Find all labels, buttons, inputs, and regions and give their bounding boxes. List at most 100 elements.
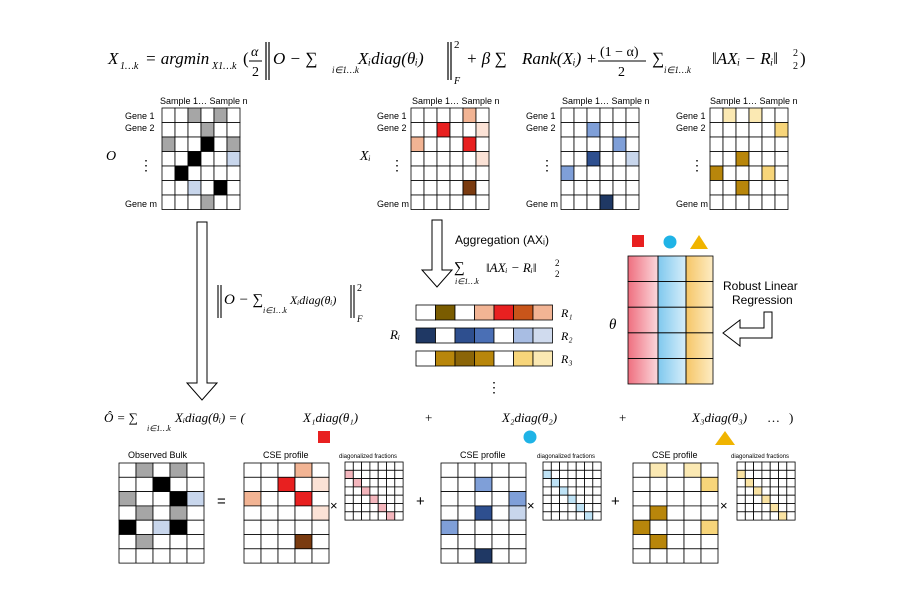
matrix-O [161,107,241,210]
matrix-cse1-cell [311,476,330,492]
matrix-diag2-cell [559,511,569,521]
matrix-X2-cell [586,136,601,152]
matrix-X3-cell [774,122,789,138]
matrix-O-cell [161,180,176,196]
r2-cell [513,327,534,344]
matrix-O-cell [187,107,202,123]
matrix-X1-cell [475,151,490,167]
eq-argmin: = argmin [145,49,209,68]
matrix-cse1-cell [277,548,296,564]
eq-sum3-sub: i∈1…k [664,65,692,75]
r1-cell [532,304,553,321]
theta-cell [685,357,714,385]
matrix-X2-cell [625,151,640,167]
matrix-cse1-cell [260,534,279,550]
matrix-X2-cell [599,107,614,123]
matrix-X3-cell [722,107,737,123]
matrix-bulk-cell [186,462,205,478]
eq-reg: ‖AXᵢ − Rᵢ‖ [712,49,778,68]
eq-norm-inner: O − ∑ [273,49,317,68]
matrix-diag1-cell [386,486,396,496]
matrix-cse2-cell [440,519,459,535]
matrix-diag1-cell [377,503,387,513]
matrix-cse1-cell [311,462,330,478]
matrix-X1-cell [475,180,490,196]
matrix-diag1-cell [352,494,362,504]
matrix-X2-cell [612,165,627,181]
matrix-X1-cell [449,136,464,152]
matrix-diag1-cell [344,461,354,471]
eq-sum3: ∑ [652,49,664,68]
matrix-diag3-cell [761,486,771,496]
matrix-X2-cell [612,107,627,123]
matrix-cse3-cell [700,505,719,521]
matrix-X1-cell [423,165,438,181]
matrix-O-cell [174,151,189,167]
matrix-diag1-cell [344,486,354,496]
vdots-X2: ⋮ [540,157,554,173]
matrix-diag2-cell [592,461,602,471]
times-1: × [330,498,338,513]
matrix-diag3-cell [736,494,746,504]
matrix-X1-cell [462,151,477,167]
matrix-X1-cell [475,165,490,181]
matrix-X2-cell [560,151,575,167]
matrix-cse-1 [243,462,330,564]
matrix-diag3-cell [761,494,771,504]
r-vdots: ⋮ [487,379,501,395]
matrix-cse2-cell [508,548,527,564]
matrix-X3-cell [748,165,763,181]
gene1-label-X3: Gene 1 [676,111,706,121]
matrix-cse3-cell [649,534,668,550]
times-2: × [527,498,535,513]
matrix-cse3-cell [700,491,719,507]
matrix-cse1-cell [294,534,313,550]
matrix-X2-cell [586,122,601,138]
r1-cell [493,304,514,321]
matrix-diag3-cell [744,478,754,488]
matrix-cse2-cell [508,505,527,521]
matrix-bulk-cell [152,534,171,550]
matrix-O-cell [200,151,215,167]
matrix-diag1-cell [369,503,379,513]
gene2-label-X2: Gene 2 [526,123,556,133]
matrix-cse3-cell [632,476,651,492]
matrix-diag2-cell [567,511,577,521]
matrix-O-cell [226,107,241,123]
matrix-diag1-cell [352,503,362,513]
matrix-diag3-cell [736,486,746,496]
robust-label-2: Regression [732,293,793,307]
Xi-label: Xᵢ [359,149,371,164]
ohat-plus1: + [425,410,432,425]
matrix-O-cell [161,194,176,210]
matrix-X2-cell [625,180,640,196]
eq-frac1-den: 2 [252,65,259,80]
matrix-cse2-cell [508,491,527,507]
matrix-X1-cell [436,151,451,167]
matrix-diag3-cell [786,503,796,513]
matrix-X2-cell [573,107,588,123]
Ri-label: Rᵢ [389,327,400,342]
matrix-diag1-cell [386,478,396,488]
r1-cell [435,304,456,321]
matrix-O-cell [161,151,176,167]
matrix-diag-2 [542,461,602,521]
matrix-bulk-cell [135,462,154,478]
agg-sum: ∑ [454,260,465,276]
matrix-X2-cell [586,107,601,123]
matrix-O-cell [226,136,241,152]
matrix-diag1-cell [377,461,387,471]
mid-norm-sup: 2 [357,283,362,294]
matrix-bulk-cell [186,519,205,535]
matrix-X2-cell [560,107,575,123]
matrix-cse2-cell [440,548,459,564]
matrix-cse3-cell [649,519,668,535]
matrix-cse1-cell [311,505,330,521]
matrix-cse1-cell [260,519,279,535]
matrix-bulk-cell [169,548,188,564]
matrix-X1-cell [410,151,425,167]
matrix-diag1-cell [386,469,396,479]
matrix-X2-cell [599,151,614,167]
matrix-bulk-cell [135,505,154,521]
matrix-X2-cell [599,180,614,196]
